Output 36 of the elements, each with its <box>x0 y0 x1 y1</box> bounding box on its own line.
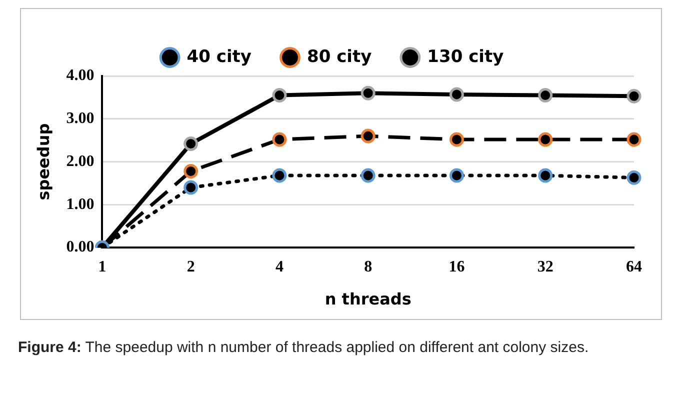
y-tick-label: 4.00 <box>66 67 94 84</box>
x-tick-label: 2 <box>186 258 195 276</box>
legend-label: 40 city <box>186 46 252 67</box>
point <box>272 132 287 147</box>
point <box>360 128 376 144</box>
point <box>538 132 553 147</box>
caption: Figure 4: The speedup with n number of threads applied on different ant colony sizes. <box>18 339 589 356</box>
y-tick-label: 3.00 <box>66 110 94 128</box>
point <box>449 132 464 147</box>
legend-label: 130 city <box>427 46 504 67</box>
x-tick-label: 8 <box>364 258 372 276</box>
point <box>626 132 642 147</box>
point <box>449 87 464 102</box>
point <box>272 88 287 103</box>
x-axis-title: n threads <box>324 290 412 309</box>
x-tick-label: 64 <box>626 258 642 276</box>
y-tick-label: 2.00 <box>66 152 94 170</box>
point <box>626 88 642 104</box>
y-tick-label: 1.00 <box>66 196 94 213</box>
point <box>626 170 642 185</box>
x-tick-label: 1 <box>98 258 106 276</box>
x-tick-label: 4 <box>275 258 284 276</box>
point <box>272 168 287 183</box>
point <box>449 168 464 183</box>
x-tick-label: 16 <box>448 258 465 276</box>
point <box>538 88 553 103</box>
y-axis-title: speedup <box>34 123 53 200</box>
y-tick-label: 0.00 <box>66 238 94 256</box>
point <box>538 168 553 183</box>
point <box>184 136 198 152</box>
point <box>360 168 376 183</box>
point <box>184 180 198 195</box>
x-tick-label: 32 <box>537 258 554 276</box>
point <box>184 164 198 178</box>
point <box>360 86 376 100</box>
legend-label: 80 city <box>306 46 372 67</box>
